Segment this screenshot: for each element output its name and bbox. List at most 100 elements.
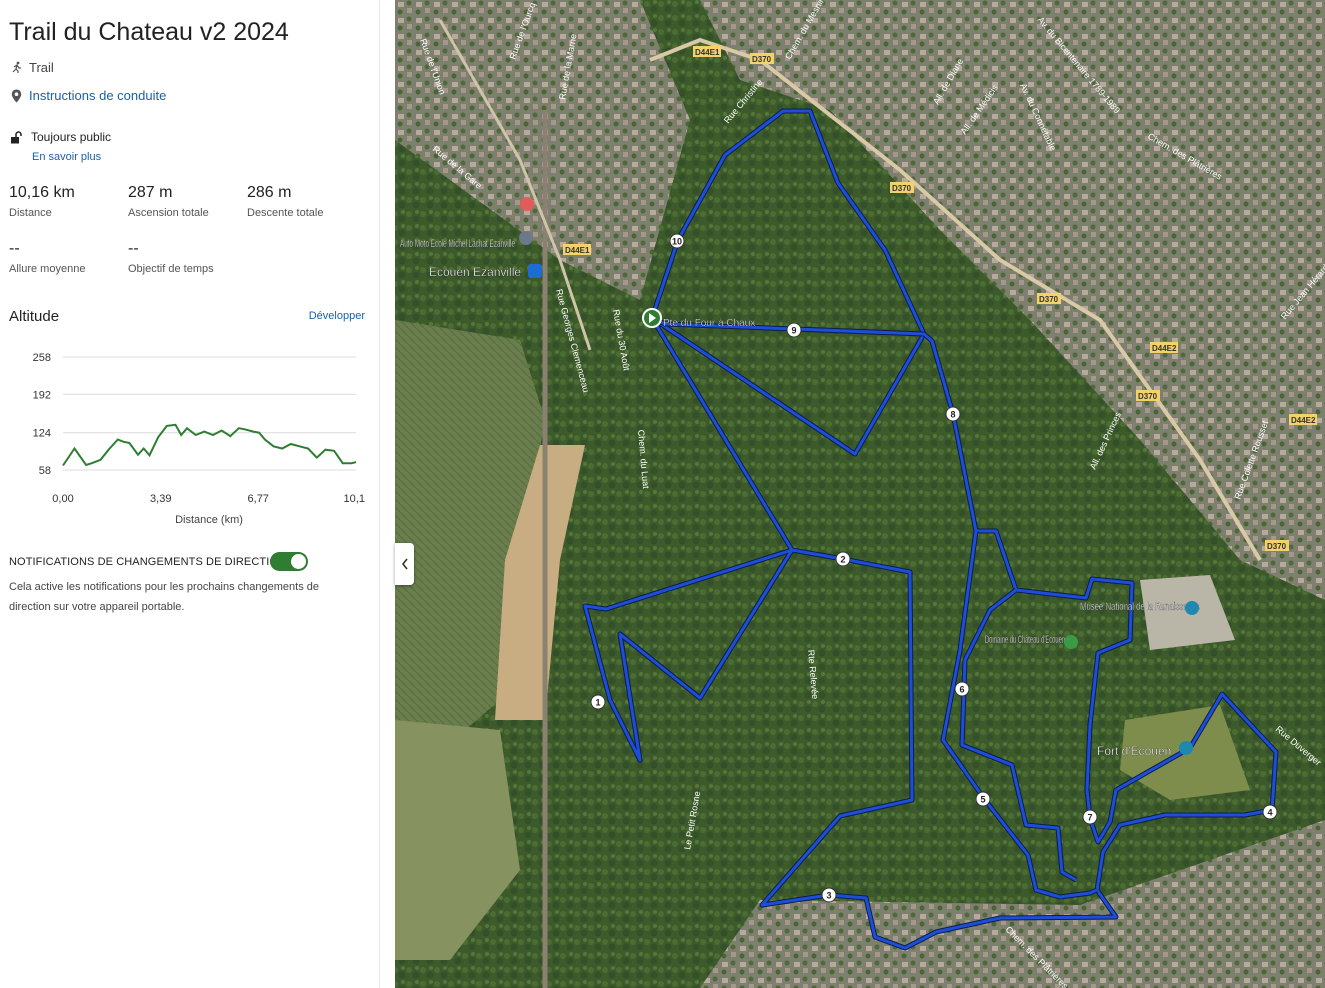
road-badge: D370 — [1039, 295, 1059, 304]
road-badge: D44E2 — [1291, 416, 1316, 425]
station-label[interactable]: Ecouen Ezanville — [429, 265, 522, 279]
town-northeast — [700, 0, 1325, 600]
meadow — [395, 720, 520, 960]
y-tick-label: 58 — [39, 465, 51, 477]
road-badge: D370 — [892, 184, 912, 193]
road-badge: D370 — [1138, 392, 1158, 401]
stat-value: -- — [9, 240, 20, 257]
domain-label[interactable]: Domaine du Château d'Ecouen — [985, 634, 1065, 646]
waypoint-marker[interactable] — [1262, 804, 1278, 820]
route-layer — [582, 108, 1279, 951]
activity-label: Trail — [29, 60, 54, 75]
stat-ascent: 287 m Ascension totale — [128, 184, 209, 219]
waypoint-marker[interactable] — [1082, 809, 1098, 825]
farm-fields — [395, 320, 545, 780]
collapse-sidebar-button[interactable] — [395, 543, 414, 585]
notifications-description: Cela active les notifications pour les p… — [9, 581, 320, 613]
route-map[interactable]: 1 2 3 4 5 6 7 8 9 10 Ecouen Ezanville Auto Moto E… — [395, 0, 1325, 988]
start-flag-icon — [649, 313, 656, 323]
road-badge: D44E2 — [1152, 344, 1177, 353]
waypoint-label: 9 — [791, 326, 796, 336]
waypoint-marker[interactable] — [669, 233, 685, 249]
chevron-left-icon — [401, 558, 408, 570]
stat-label: Objectif de temps — [128, 263, 214, 275]
driving-directions-link[interactable]: Instructions de conduite — [9, 88, 166, 103]
train-station-icon — [528, 264, 542, 278]
location-pin-icon — [9, 89, 23, 103]
road-badge: D370 — [1267, 542, 1287, 551]
stat-value: 287 m — [128, 184, 173, 201]
museum-icon — [1185, 601, 1199, 615]
waypoint-marker[interactable] — [954, 681, 970, 697]
elevation-chart: 258 192 124 58 0,00 3,39 6,77 10,1 Distance (k… — [33, 352, 365, 526]
park-icon — [1064, 635, 1078, 649]
elevation-line — [62, 423, 357, 467]
street-label: Rte Relevée — [806, 649, 820, 699]
stat-descent: 286 m Descente totale — [247, 184, 323, 219]
waypoint-marker[interactable] — [786, 322, 802, 338]
school-label[interactable]: Auto Moto Ecole Michel Lachat Ezanville — [400, 238, 515, 250]
waypoint-label: 6 — [959, 685, 964, 695]
waypoint-label: 4 — [1267, 808, 1272, 818]
route-path[interactable] — [583, 316, 1278, 950]
stat-label: Descente totale — [247, 207, 324, 219]
road-d370 — [649, 37, 1262, 562]
museum-label[interactable]: Musée National de la Renaissance — [1080, 601, 1200, 613]
road-badge: D44E1 — [565, 246, 590, 255]
school-icon — [519, 231, 533, 245]
stat-average-pace: -- Allure moyenne — [9, 240, 85, 275]
fort-label[interactable]: Fort d'Ecouen — [1097, 744, 1172, 758]
driving-directions-label: Instructions de conduite — [29, 88, 167, 103]
waypoint-label: 7 — [1087, 813, 1092, 823]
route-sidebar: Trail du Chateau v2 2024 Trail Instructi… — [0, 0, 380, 988]
learn-more-link[interactable]: En savoir plus — [32, 151, 102, 163]
road-gare — [438, 19, 592, 351]
stat-distance: 10,16 km Distance — [9, 184, 75, 219]
route-path[interactable] — [650, 109, 926, 456]
waypoint-label: 10 — [672, 237, 682, 247]
waypoint-marker[interactable] — [945, 406, 961, 422]
expand-chart-button[interactable]: Développer — [308, 310, 365, 322]
runner-icon — [9, 61, 23, 75]
waypoint-layer: 1 2 3 4 5 6 7 8 9 10 — [590, 233, 1278, 903]
visibility-label: Toujours public — [31, 130, 112, 144]
town-south — [700, 820, 1325, 988]
waypoint-label: 8 — [950, 410, 955, 420]
waypoint-marker[interactable] — [821, 887, 837, 903]
x-tick-label: 3,39 — [150, 493, 171, 505]
road-badge: D44E1 — [695, 48, 720, 57]
x-tick-label: 6,77 — [248, 493, 269, 505]
waypoint-label: 2 — [840, 555, 845, 565]
waypoint-marker[interactable] — [975, 791, 991, 807]
route-path[interactable] — [960, 588, 1077, 882]
visibility-status: Toujours public — [9, 130, 111, 144]
shop-icon — [520, 197, 534, 211]
x-axis-label: Distance (km) — [175, 514, 243, 526]
x-tick-label: 10,1 — [344, 493, 365, 505]
waypoint-label: 5 — [980, 795, 985, 805]
stat-value: -- — [128, 240, 139, 257]
stat-label: Distance — [9, 207, 52, 219]
stat-value: 286 m — [247, 184, 292, 201]
y-tick-label: 258 — [33, 352, 51, 364]
route-path[interactable] — [941, 530, 1098, 899]
stat-label: Allure moyenne — [9, 263, 86, 275]
road-badge: D370 — [752, 55, 772, 64]
start-label: Pte du Four à Chaux — [663, 318, 755, 329]
activity-type: Trail — [9, 60, 54, 75]
altitude-title: Altitude — [9, 308, 60, 325]
plowed-field — [495, 445, 585, 720]
unlock-icon — [9, 130, 23, 144]
y-tick-label: 192 — [33, 389, 51, 401]
camera-icon — [1179, 741, 1193, 755]
y-tick-label: 124 — [33, 428, 51, 440]
stat-label: Ascension totale — [128, 207, 209, 219]
waypoint-marker[interactable] — [590, 694, 606, 710]
stat-time-goal: -- Objectif de temps — [128, 240, 214, 275]
route-title: Trail du Chateau v2 2024 — [9, 18, 289, 46]
stat-value: 10,16 km — [9, 184, 75, 201]
notifications-title: NOTIFICATIONS DE CHANGEMENTS DE DIRECTIO… — [9, 556, 287, 568]
waypoint-label: 1 — [595, 698, 600, 708]
notifications-toggle[interactable] — [270, 552, 308, 571]
waypoint-marker[interactable] — [835, 551, 851, 567]
